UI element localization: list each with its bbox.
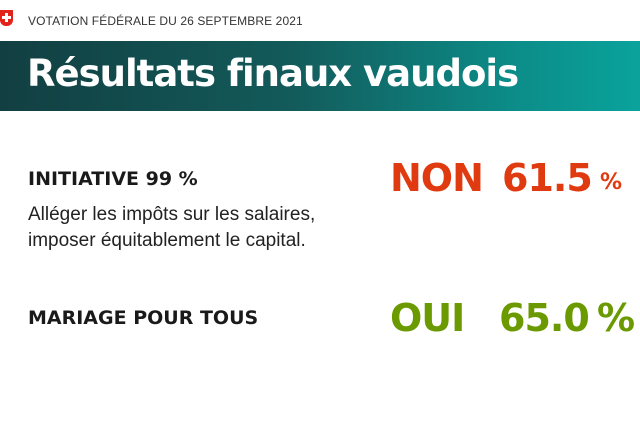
description-line: imposer équitablement le capital. xyxy=(28,230,306,251)
percent-sign: % xyxy=(597,296,635,340)
result-percent: 65.0 xyxy=(499,296,590,340)
initiative-title: INITIATIVE 99 % xyxy=(28,168,198,190)
mariage-title: MARIAGE POUR TOUS xyxy=(28,307,259,329)
result-verdict-non: NON xyxy=(390,156,484,200)
description-line: Alléger les impôts sur les salaires, xyxy=(28,204,316,225)
result-verdict-oui: OUI xyxy=(390,296,465,340)
swiss-flag-icon xyxy=(0,10,13,26)
title-banner xyxy=(0,41,640,111)
result-percent: 61.5 xyxy=(502,156,593,200)
supertitle: VOTATION FÉDÉRALE DU 26 SEPTEMBRE 2021 xyxy=(28,14,303,28)
percent-sign: % xyxy=(600,170,622,195)
initiative-description: Alléger les impôts sur les salaires, imp… xyxy=(28,202,315,254)
top-bar: VOTATION FÉDÉRALE DU 26 SEPTEMBRE 2021 xyxy=(0,0,640,40)
page-title: Résultats finaux vaudois xyxy=(27,52,519,95)
